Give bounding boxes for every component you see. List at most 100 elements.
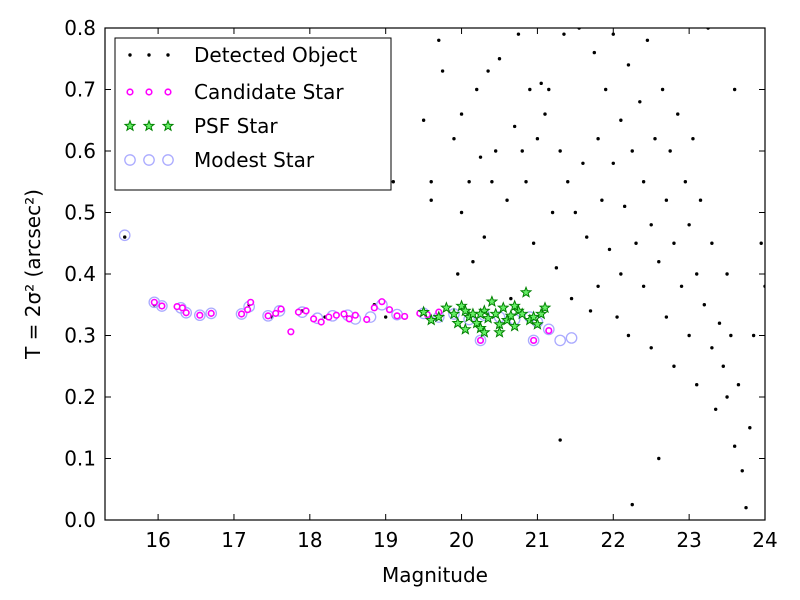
detected-object-point xyxy=(531,241,536,245)
candidate-star-point xyxy=(385,306,394,314)
legend-label-detected-object: Detected Object xyxy=(194,43,357,67)
detected-object-point xyxy=(717,321,722,325)
psf-star-point xyxy=(515,307,529,320)
x-tick-label: 16 xyxy=(145,528,170,552)
psf-star-point xyxy=(504,309,518,322)
detected-object-point xyxy=(558,149,562,153)
detected-object-point xyxy=(732,87,737,92)
detected-object-point xyxy=(596,284,600,288)
candidate-star-point xyxy=(302,307,310,315)
detected-object-point xyxy=(585,235,589,239)
candidate-star-point xyxy=(294,308,303,316)
modest-star-point xyxy=(118,229,131,242)
axes: 16 17 18 19 20 21 22 23 24 0.0 0.1 0.2 0.3 0.4 0.5 0.6 0… xyxy=(64,16,778,552)
detected-object-point xyxy=(478,155,483,159)
detected-object-point xyxy=(630,149,634,153)
plot-area xyxy=(118,28,765,510)
detected-object-point xyxy=(592,50,597,55)
candidate-star-point xyxy=(277,305,285,313)
detected-object-point xyxy=(482,235,487,239)
detected-object-point xyxy=(429,198,433,202)
detected-object-point xyxy=(687,223,691,227)
x-tick-label: 23 xyxy=(676,528,701,552)
detected-object-point xyxy=(672,364,676,368)
psf-star-point xyxy=(485,295,499,308)
detected-object-point xyxy=(721,364,725,368)
y-tick-label: 0.0 xyxy=(64,508,96,532)
psf-star-point xyxy=(519,285,533,298)
psf-star-point xyxy=(417,305,430,318)
detected-object-point xyxy=(676,112,680,116)
detected-object-point xyxy=(645,38,650,42)
detected-object-point xyxy=(554,266,559,270)
psf-star-point xyxy=(478,325,491,338)
detected-object-point xyxy=(520,149,524,153)
x-axis-title: Magnitude xyxy=(382,563,488,587)
detected-object-point xyxy=(524,180,528,184)
candidate-star-point xyxy=(325,313,333,321)
psf-star-point xyxy=(531,317,544,330)
legend-box xyxy=(114,37,392,191)
detected-object-point xyxy=(619,272,623,276)
detected-object-point xyxy=(603,87,608,92)
detected-object-point xyxy=(467,180,471,184)
detected-object-point xyxy=(607,247,612,252)
detected-object-point xyxy=(615,315,619,319)
psf-star-point xyxy=(424,313,438,326)
detected-object-point xyxy=(638,100,642,104)
modest-star-point xyxy=(474,334,487,347)
detected-object-point xyxy=(626,63,631,67)
detected-object-point xyxy=(611,161,615,165)
detected-object-point xyxy=(581,161,585,165)
detected-object-point xyxy=(702,303,707,307)
detected-object-point xyxy=(649,346,653,350)
psf-star-point xyxy=(496,301,510,314)
candidate-star-point xyxy=(351,311,359,319)
psf-star-point xyxy=(447,307,461,320)
x-tick-label: 19 xyxy=(373,528,398,552)
detected-object-point xyxy=(679,284,684,288)
detected-object-point xyxy=(729,333,733,338)
candidate-star-point xyxy=(237,310,246,318)
detected-object-point xyxy=(562,32,566,36)
candidate-star-point xyxy=(370,304,378,312)
legend-marker-modest-star xyxy=(124,154,174,166)
legend-entry-psf-star: PSF Star xyxy=(123,114,278,138)
candidate-star-point xyxy=(345,315,353,323)
psf-star-point xyxy=(489,307,502,320)
candidate-star-point xyxy=(150,298,158,306)
x-tick-label: 24 xyxy=(752,528,777,552)
detected-object-point xyxy=(437,38,441,42)
detected-object-point xyxy=(649,223,653,227)
y-tick-label: 0.7 xyxy=(64,78,96,102)
detected-object-point xyxy=(440,69,445,73)
modest-star-point xyxy=(193,309,206,322)
detected-object-point xyxy=(383,315,388,319)
detected-object-point xyxy=(459,210,464,215)
x-tick-label: 17 xyxy=(221,528,246,552)
detected-object-point xyxy=(630,502,634,507)
modest-star-point xyxy=(542,323,555,336)
candidate-star-point xyxy=(332,311,340,319)
psf-star-point xyxy=(534,307,548,320)
detected-object-point xyxy=(657,260,661,264)
modest-star-point xyxy=(148,296,161,309)
detected-object-point xyxy=(664,315,669,319)
psf-star-point xyxy=(451,316,465,329)
modest-star-point xyxy=(205,307,218,320)
detected-object-point xyxy=(391,180,395,184)
psf-star-point xyxy=(432,310,446,323)
candidate-star-point xyxy=(530,336,538,345)
detected-object-point xyxy=(713,407,718,411)
detected-object-point xyxy=(516,32,521,36)
detected-object-point xyxy=(744,506,748,510)
candidate-star-point xyxy=(287,328,295,336)
psf-star-point xyxy=(538,301,552,314)
detected-object-point xyxy=(641,284,646,288)
candidate-star-point xyxy=(196,311,204,319)
detected-object-point xyxy=(641,180,646,184)
modest-star-point xyxy=(180,306,193,319)
modest-star-point xyxy=(527,334,540,347)
psf-star-point xyxy=(527,310,540,323)
detected-object-point xyxy=(687,333,691,338)
